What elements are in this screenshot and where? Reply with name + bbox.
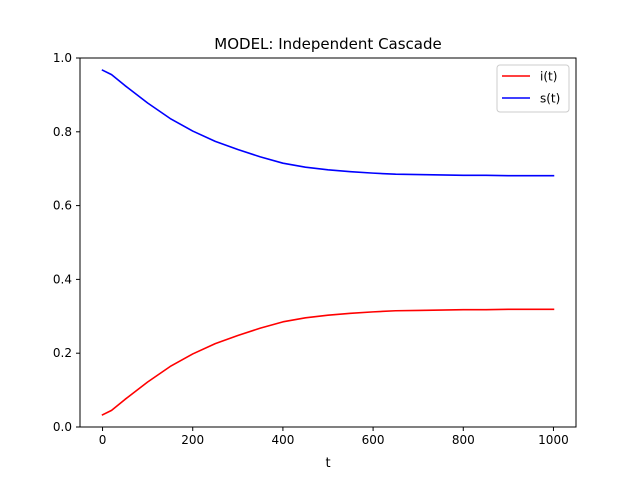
y-tick-label: 0.4 <box>53 272 72 286</box>
legend: i(t) s(t) <box>496 64 570 113</box>
y-tick-label: 1.0 <box>53 51 72 65</box>
x-tick-label: 800 <box>452 433 475 447</box>
x-tick-label: 200 <box>181 433 204 447</box>
legend-items: i(t) s(t) <box>502 70 560 106</box>
axes-frame <box>79 57 577 428</box>
x-tick-label: 0 <box>99 433 107 447</box>
series-line-0 <box>101 308 555 416</box>
legend-label-1: s(t) <box>540 92 560 106</box>
axis-ticks: 0 200 400 600 800 1000 0.0 0.2 0.4 0.6 0.8 1.0 <box>53 51 569 447</box>
y-tick-label: 0.0 <box>53 420 72 434</box>
chart-title: MODEL: Independent Cascade <box>214 35 441 53</box>
x-tick-label: 1000 <box>538 433 569 447</box>
y-tick-label: 0.2 <box>53 346 72 360</box>
y-tick-label: 0.8 <box>53 125 72 139</box>
x-axis-label: t <box>325 456 330 471</box>
legend-label-0: i(t) <box>540 70 557 84</box>
x-tick-label: 400 <box>271 433 294 447</box>
x-tick-label: 600 <box>362 433 385 447</box>
series-line-1 <box>101 69 555 177</box>
plot-lines <box>101 69 555 416</box>
y-tick-label: 0.6 <box>53 199 72 213</box>
